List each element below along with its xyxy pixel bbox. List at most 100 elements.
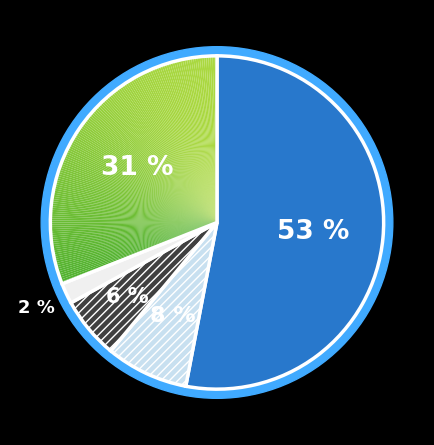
Wedge shape xyxy=(75,134,217,222)
Wedge shape xyxy=(208,56,217,222)
Wedge shape xyxy=(174,61,217,222)
Wedge shape xyxy=(67,147,217,222)
Wedge shape xyxy=(53,222,217,251)
Wedge shape xyxy=(55,222,217,263)
Wedge shape xyxy=(164,64,217,222)
Wedge shape xyxy=(92,110,217,222)
Wedge shape xyxy=(56,180,217,222)
Circle shape xyxy=(50,56,384,389)
Wedge shape xyxy=(185,59,217,222)
Wedge shape xyxy=(150,69,217,222)
Wedge shape xyxy=(106,97,217,222)
Wedge shape xyxy=(53,194,217,222)
Wedge shape xyxy=(91,112,217,222)
Wedge shape xyxy=(53,192,217,222)
Wedge shape xyxy=(56,222,217,270)
Wedge shape xyxy=(56,222,217,267)
Wedge shape xyxy=(125,82,217,222)
Wedge shape xyxy=(71,222,217,351)
Wedge shape xyxy=(53,222,217,253)
Wedge shape xyxy=(66,151,217,222)
Text: 6 %: 6 % xyxy=(106,287,148,307)
Wedge shape xyxy=(102,101,217,222)
Wedge shape xyxy=(176,61,217,222)
Wedge shape xyxy=(56,222,217,265)
Text: 53 %: 53 % xyxy=(277,218,349,245)
Wedge shape xyxy=(99,104,217,222)
Wedge shape xyxy=(76,133,217,222)
Wedge shape xyxy=(61,222,217,284)
Wedge shape xyxy=(70,142,217,222)
Wedge shape xyxy=(111,222,217,386)
Wedge shape xyxy=(51,207,217,222)
Wedge shape xyxy=(59,222,217,276)
Wedge shape xyxy=(56,178,217,222)
Wedge shape xyxy=(60,166,217,222)
Wedge shape xyxy=(168,63,217,222)
Wedge shape xyxy=(88,115,217,222)
Wedge shape xyxy=(66,150,217,222)
Wedge shape xyxy=(178,60,217,222)
Wedge shape xyxy=(186,56,384,389)
Wedge shape xyxy=(87,117,217,222)
Wedge shape xyxy=(69,144,217,222)
Wedge shape xyxy=(50,218,217,222)
Wedge shape xyxy=(131,79,217,222)
Wedge shape xyxy=(213,56,217,222)
Wedge shape xyxy=(63,157,217,222)
Circle shape xyxy=(41,47,393,398)
Wedge shape xyxy=(111,93,217,223)
Wedge shape xyxy=(59,167,217,222)
Wedge shape xyxy=(53,190,217,222)
Wedge shape xyxy=(62,222,217,303)
Wedge shape xyxy=(53,222,217,257)
Wedge shape xyxy=(51,222,217,240)
Wedge shape xyxy=(140,74,217,222)
Wedge shape xyxy=(154,68,217,222)
Wedge shape xyxy=(60,222,217,280)
Wedge shape xyxy=(193,57,217,222)
Wedge shape xyxy=(113,91,217,222)
Wedge shape xyxy=(202,57,217,222)
Wedge shape xyxy=(115,90,217,222)
Text: 8 %: 8 % xyxy=(150,306,196,326)
Wedge shape xyxy=(79,127,217,222)
Wedge shape xyxy=(206,56,217,222)
Wedge shape xyxy=(200,57,217,222)
Wedge shape xyxy=(138,75,217,222)
Wedge shape xyxy=(60,222,217,282)
Wedge shape xyxy=(58,171,217,222)
Wedge shape xyxy=(55,182,217,222)
Wedge shape xyxy=(215,56,217,222)
Wedge shape xyxy=(170,62,217,222)
Wedge shape xyxy=(152,69,217,222)
Wedge shape xyxy=(85,118,217,222)
Wedge shape xyxy=(162,65,217,222)
Wedge shape xyxy=(204,56,217,222)
Wedge shape xyxy=(52,222,217,248)
Wedge shape xyxy=(187,58,217,222)
Wedge shape xyxy=(54,222,217,259)
Wedge shape xyxy=(105,98,217,222)
Wedge shape xyxy=(50,222,217,227)
Wedge shape xyxy=(50,220,217,222)
Wedge shape xyxy=(54,222,217,261)
Wedge shape xyxy=(56,176,217,222)
Wedge shape xyxy=(52,197,217,222)
Wedge shape xyxy=(129,80,217,222)
Wedge shape xyxy=(78,129,217,222)
Wedge shape xyxy=(122,85,217,222)
Wedge shape xyxy=(73,136,217,222)
Wedge shape xyxy=(109,94,217,222)
Wedge shape xyxy=(127,81,217,222)
Wedge shape xyxy=(51,222,217,242)
Wedge shape xyxy=(148,70,217,222)
Wedge shape xyxy=(89,113,217,222)
Wedge shape xyxy=(80,125,217,222)
Wedge shape xyxy=(52,222,217,244)
Wedge shape xyxy=(64,155,217,222)
Wedge shape xyxy=(52,201,217,222)
Wedge shape xyxy=(84,120,217,222)
Wedge shape xyxy=(82,124,217,222)
Wedge shape xyxy=(71,140,217,222)
